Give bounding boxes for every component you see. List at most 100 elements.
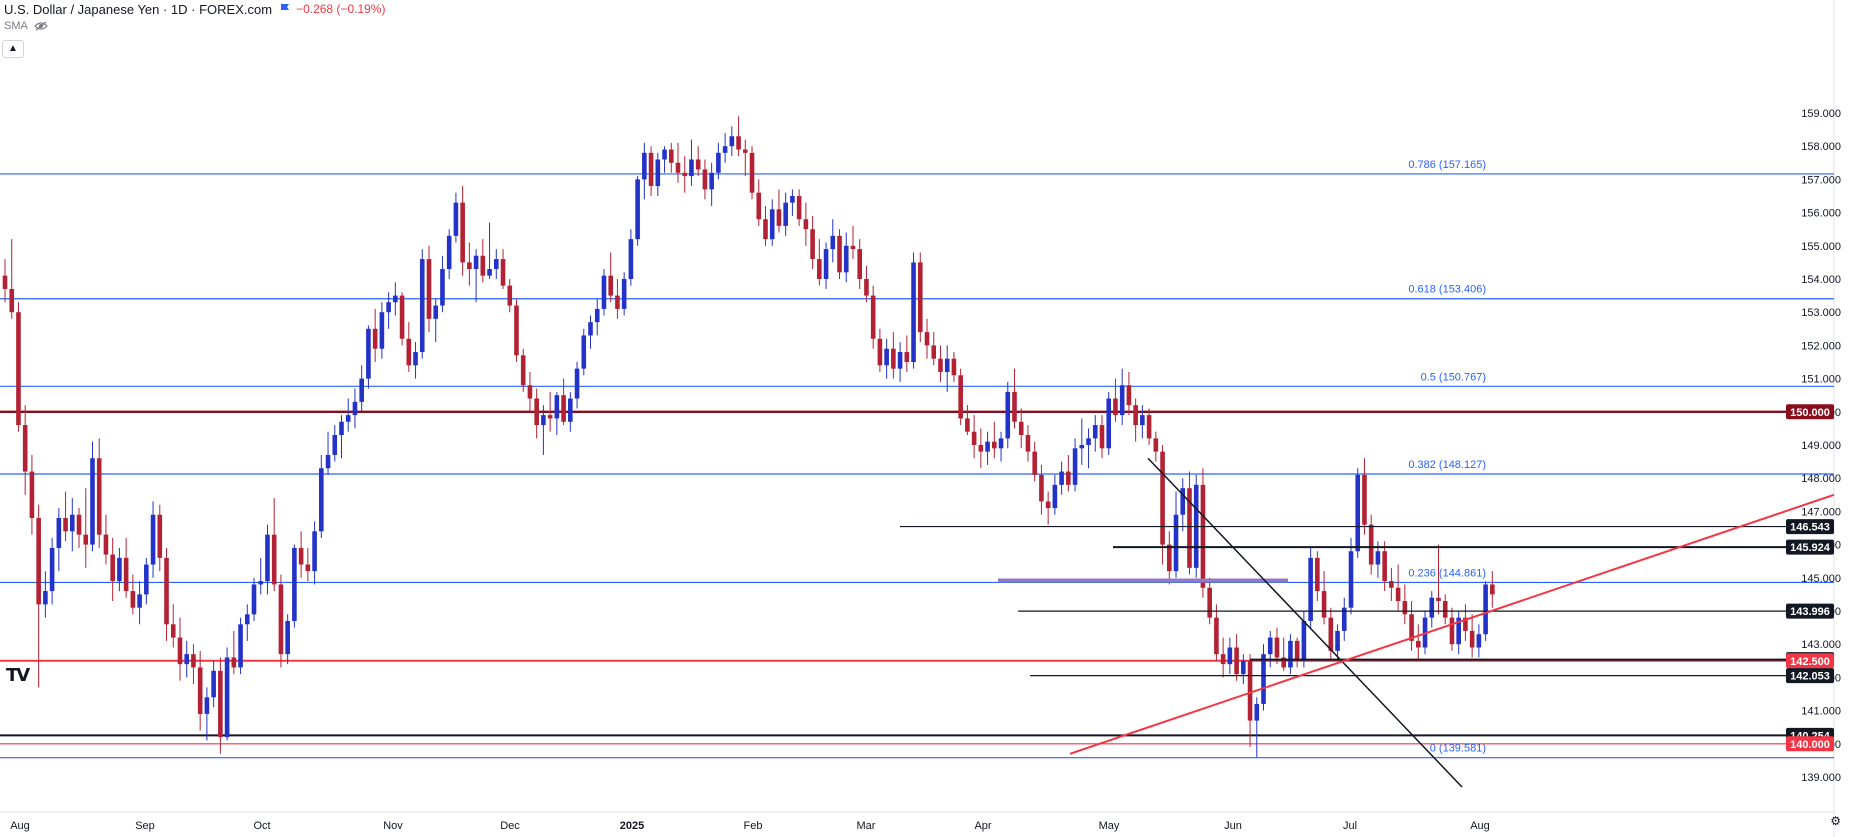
candle — [56, 508, 62, 572]
candle — [1335, 624, 1340, 661]
fib-label: 0.236 (144.861) — [1408, 567, 1486, 579]
candle — [992, 421, 997, 459]
y-tick-label: 158.000 — [1801, 141, 1841, 153]
candle — [1261, 644, 1266, 711]
candle — [1153, 431, 1159, 462]
candle — [1133, 398, 1138, 442]
candle — [1126, 371, 1132, 416]
y-tick-label: 139.000 — [1801, 772, 1841, 784]
candle — [251, 577, 257, 621]
candle — [1308, 547, 1313, 628]
candle — [184, 640, 190, 678]
candle — [1389, 567, 1394, 602]
candle — [756, 179, 762, 226]
fib-label: 0.382 (148.127) — [1408, 459, 1486, 471]
candle — [1429, 591, 1435, 628]
candle — [29, 454, 35, 535]
eye-hidden-icon[interactable] — [33, 21, 48, 31]
x-tick-label: Aug — [10, 820, 30, 832]
candle — [1254, 697, 1260, 758]
candle — [971, 415, 977, 459]
candle — [130, 574, 136, 615]
x-tick-label: Jun — [1224, 820, 1242, 832]
x-tick-label: Feb — [744, 820, 763, 832]
candle — [218, 657, 223, 754]
candle — [790, 189, 795, 216]
candle — [897, 342, 903, 382]
price-tag: 145.924 — [1786, 539, 1834, 555]
ascending-trendline — [1069, 493, 1835, 755]
candle — [722, 132, 728, 163]
candle — [446, 229, 452, 279]
candle — [191, 644, 196, 685]
candle — [615, 279, 620, 319]
candle — [763, 205, 768, 246]
x-tick-label: Apr — [974, 820, 991, 832]
candle — [150, 501, 156, 578]
candle — [278, 574, 284, 668]
y-tick-label: 149.000 — [1801, 440, 1841, 452]
candle — [76, 508, 82, 548]
candle — [682, 156, 688, 193]
candle — [978, 428, 984, 469]
candle — [541, 405, 546, 455]
candle — [1018, 408, 1024, 449]
candle — [1214, 604, 1219, 661]
candle — [1321, 571, 1327, 625]
candle — [433, 298, 439, 343]
candle — [1146, 408, 1152, 445]
candle — [1140, 405, 1145, 439]
candle — [36, 504, 41, 688]
y-tick-label: 151.000 — [1801, 374, 1841, 386]
candle — [1200, 468, 1206, 598]
y-tick-label: 155.000 — [1801, 241, 1841, 253]
candle — [1086, 428, 1091, 469]
candle — [810, 215, 815, 270]
candle — [70, 498, 75, 552]
symbol-title[interactable]: U.S. Dollar / Japanese Yen · 1D · FOREX.… — [4, 1, 273, 17]
candle — [110, 537, 115, 602]
candle — [1328, 607, 1334, 661]
candle — [1025, 425, 1031, 462]
candle — [1469, 614, 1475, 658]
candle — [877, 328, 883, 372]
candle — [292, 544, 297, 628]
candle — [325, 431, 331, 475]
candle — [224, 647, 230, 741]
y-tick-label: 153.000 — [1801, 307, 1841, 319]
candle — [1456, 611, 1461, 655]
candle — [1079, 418, 1085, 465]
y-tick-label: 141.000 — [1801, 706, 1841, 718]
candle — [911, 252, 916, 369]
indicator-legend[interactable]: SMA — [4, 20, 48, 32]
candle — [460, 186, 465, 276]
candle — [1274, 627, 1280, 665]
candle — [177, 617, 183, 681]
candle — [500, 249, 506, 289]
candle — [372, 308, 378, 362]
x-tick-label: May — [1099, 820, 1120, 832]
candle — [857, 239, 863, 289]
candle — [823, 242, 829, 289]
candle — [951, 352, 957, 382]
candle — [534, 388, 539, 439]
candle — [1288, 634, 1293, 675]
candle — [594, 298, 600, 336]
candle — [850, 225, 856, 260]
candle — [83, 488, 89, 568]
fib-label: 0 (139.581) — [1430, 743, 1486, 755]
y-tick-label: 147.000 — [1801, 506, 1841, 518]
candle — [769, 199, 775, 246]
flag-icon[interactable] — [280, 4, 290, 14]
candle — [689, 139, 694, 187]
settings-icon[interactable]: ⚙ — [1830, 814, 1841, 828]
candle — [736, 116, 741, 157]
chevron-up-icon[interactable]: ▲ — [2, 40, 24, 58]
price-tag: 143.996 — [1786, 603, 1834, 619]
tradingview-logo: TV — [6, 665, 30, 686]
candle — [96, 438, 102, 548]
candle — [1059, 461, 1064, 495]
candle — [601, 269, 607, 316]
candle — [1166, 531, 1172, 585]
